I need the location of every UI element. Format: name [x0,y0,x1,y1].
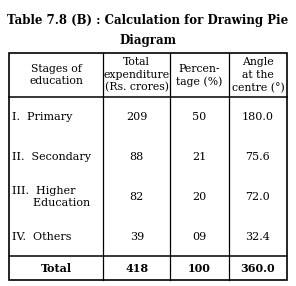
Text: 180.0: 180.0 [242,112,274,122]
Text: 39: 39 [130,231,144,241]
Text: Table 7.8 (B) : Calculation for Drawing Pie: Table 7.8 (B) : Calculation for Drawing … [7,14,289,27]
Text: 32.4: 32.4 [245,231,270,241]
Text: 50: 50 [192,112,207,122]
Text: 09: 09 [192,231,207,241]
Text: 88: 88 [130,152,144,162]
Text: I.  Primary: I. Primary [12,112,73,122]
Text: III.  Higher
      Education: III. Higher Education [12,186,91,208]
Text: 21: 21 [192,152,207,162]
Text: 72.0: 72.0 [245,192,270,202]
Text: Diagram: Diagram [120,34,176,47]
Text: 360.0: 360.0 [241,263,275,274]
Text: Percen-
tage (%): Percen- tage (%) [176,63,223,87]
Text: Angle
at the
centre (°): Angle at the centre (°) [231,57,284,93]
Text: Stages of
education: Stages of education [29,64,83,86]
Text: Total
expenditure
(Rs. crores): Total expenditure (Rs. crores) [104,57,170,93]
Text: IV.  Others: IV. Others [12,231,72,241]
Text: 418: 418 [125,263,148,274]
Text: 75.6: 75.6 [245,152,270,162]
Text: 209: 209 [126,112,148,122]
Text: 82: 82 [130,192,144,202]
Text: II.  Secondary: II. Secondary [12,152,91,162]
Text: 100: 100 [188,263,211,274]
Text: 20: 20 [192,192,207,202]
Text: Total: Total [41,263,72,274]
Bar [9,53,287,280]
